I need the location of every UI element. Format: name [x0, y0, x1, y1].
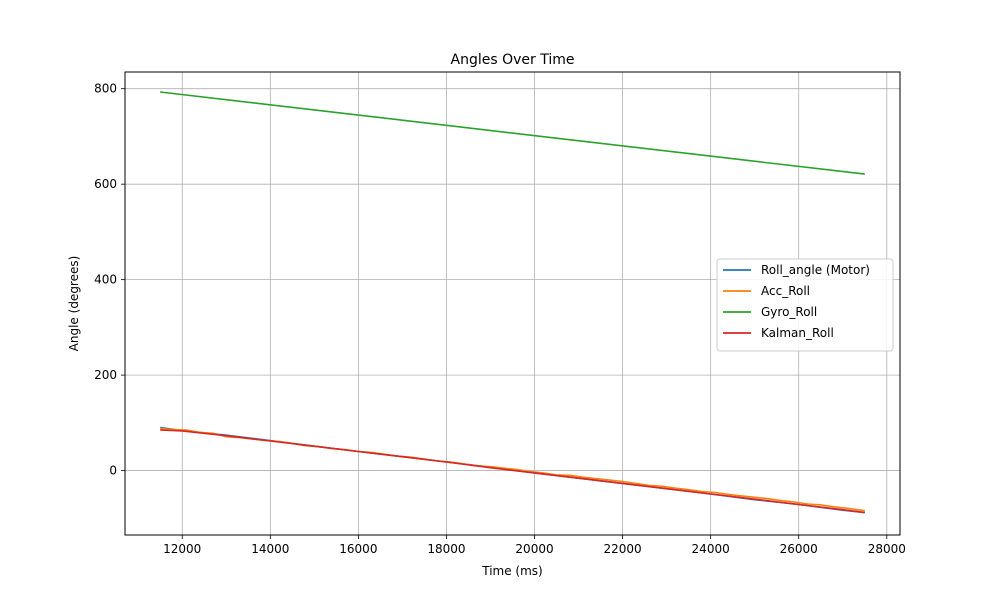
legend-label: Kalman_Roll: [761, 326, 834, 340]
x-axis-ticks: 12000 14000 16000 18000 20000 22000 24000 26000…: [163, 535, 906, 556]
legend: Roll_angle (Motor) Acc_Roll Gyro_Roll Kalma…: [716, 258, 894, 352]
x-tick-label: 12000: [163, 542, 201, 556]
series-line-2: [160, 91, 865, 175]
series-lines: [160, 91, 865, 514]
legend-box: [716, 258, 894, 352]
x-tick-label: 20000: [515, 542, 553, 556]
x-tick-label: 14000: [251, 542, 289, 556]
y-tick-label: 200: [94, 368, 117, 382]
y-axis-ticks: 0 200 400 600 800: [94, 82, 125, 478]
chart-title: Angles Over Time: [451, 52, 575, 68]
plot-frame: [124, 71, 901, 536]
legend-label: Gyro_Roll: [761, 305, 817, 319]
x-tick-label: 28000: [868, 542, 906, 556]
x-tick-label: 16000: [339, 542, 377, 556]
legend-label: Acc_Roll: [761, 284, 810, 298]
x-tick-label: 26000: [780, 542, 818, 556]
series-line-3: [160, 429, 865, 514]
x-tick-label: 18000: [427, 542, 465, 556]
y-tick-label: 800: [94, 82, 117, 96]
y-tick-label: 0: [109, 464, 117, 478]
y-tick-label: 600: [94, 177, 117, 191]
legend-label: Roll_angle (Motor): [761, 263, 870, 277]
y-tick-label: 400: [94, 273, 117, 287]
x-tick-label: 22000: [603, 542, 641, 556]
x-axis-label: Time (ms): [481, 564, 543, 578]
x-tick-label: 24000: [692, 542, 730, 556]
y-axis-label: Angle (degrees): [67, 256, 81, 352]
